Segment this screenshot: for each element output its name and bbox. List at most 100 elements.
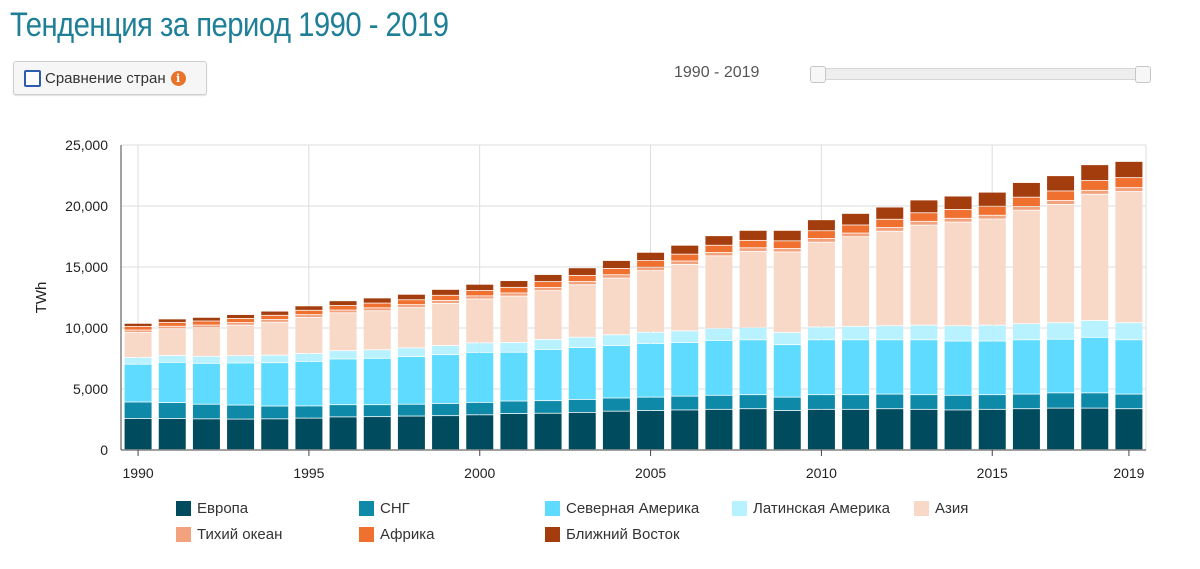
bar-segment-2001-0 xyxy=(500,414,528,450)
bar-segment-2005-6 xyxy=(637,261,665,267)
bar-segment-1993-1 xyxy=(227,405,255,419)
slider-handle-end[interactable] xyxy=(1135,66,1151,83)
bar-segment-2015-5 xyxy=(978,215,1006,219)
bar-segment-2009-1 xyxy=(773,397,801,411)
legend-label: Ближний Восток xyxy=(566,526,680,543)
bar-segment-1992-4 xyxy=(192,328,220,356)
bar-segment-2004-0 xyxy=(602,411,630,450)
bar-segment-2000-1 xyxy=(466,402,494,415)
bar-segment-2013-6 xyxy=(910,213,938,221)
bar-segment-2001-7 xyxy=(500,281,528,287)
bar-segment-2001-4 xyxy=(500,296,528,343)
bar-segment-2012-7 xyxy=(876,207,904,219)
legend-item-2[interactable]: Северная Америка xyxy=(545,500,699,517)
bar-segment-2003-5 xyxy=(568,281,596,285)
bar-segment-2002-6 xyxy=(534,282,562,288)
bar-segment-2002-1 xyxy=(534,401,562,413)
bar-segment-2011-3 xyxy=(842,326,870,340)
bar-segment-2018-6 xyxy=(1081,180,1109,190)
bar-segment-2018-0 xyxy=(1081,408,1109,450)
bar-segment-2006-4 xyxy=(671,264,699,331)
bar-segment-1996-6 xyxy=(329,305,357,310)
bar-segment-2006-6 xyxy=(671,254,699,261)
bar-segment-1994-3 xyxy=(261,355,289,363)
compare-label: Сравнение стран xyxy=(45,69,166,87)
legend-item-1[interactable]: СНГ xyxy=(359,500,410,517)
bar-segment-2016-0 xyxy=(1012,409,1040,450)
bar-segment-1995-1 xyxy=(295,406,323,418)
bar-segment-1994-0 xyxy=(261,419,289,450)
bar-segment-2007-3 xyxy=(705,328,733,341)
bar-segment-1993-5 xyxy=(227,323,255,325)
legend-label: Тихий океан xyxy=(197,526,283,543)
bar-segment-2007-2 xyxy=(705,340,733,395)
bar-segment-2019-3 xyxy=(1115,323,1143,340)
bar-segment-2011-0 xyxy=(842,409,870,450)
bar-segment-1991-6 xyxy=(158,322,186,326)
bar-segment-1998-3 xyxy=(397,348,425,357)
info-icon[interactable]: i xyxy=(170,70,186,86)
bar-segment-2005-0 xyxy=(637,410,665,450)
bar-segment-2012-0 xyxy=(876,409,904,450)
bar-segment-1998-7 xyxy=(397,294,425,300)
bar-segment-2014-0 xyxy=(944,410,972,450)
bar-segment-1999-2 xyxy=(432,355,460,404)
bar-segment-1997-1 xyxy=(363,405,391,417)
slider-handle-start[interactable] xyxy=(810,66,826,83)
legend-item-7[interactable]: Ближний Восток xyxy=(545,526,680,543)
legend-item-4[interactable]: Азия xyxy=(914,500,968,517)
bar-segment-1991-5 xyxy=(158,326,186,329)
bar-segment-2002-5 xyxy=(534,287,562,291)
bar-segment-1996-7 xyxy=(329,301,357,306)
bar-segment-1990-6 xyxy=(124,326,152,330)
bar-segment-2019-4 xyxy=(1115,191,1143,323)
year-range-label: 1990 - 2019 xyxy=(674,64,760,81)
bar-segment-2011-4 xyxy=(842,237,870,326)
bar-segment-2012-4 xyxy=(876,231,904,326)
bar-segment-2014-7 xyxy=(944,196,972,210)
bar-segment-2010-7 xyxy=(807,220,835,231)
legend-item-3[interactable]: Латинская Америка xyxy=(732,500,890,517)
compare-countries-button[interactable]: Сравнение стран i xyxy=(13,61,207,95)
bar-segment-1993-3 xyxy=(227,356,255,363)
bar-segment-2016-2 xyxy=(1012,340,1040,394)
bar-segment-1992-6 xyxy=(192,321,220,325)
bar-segment-2014-3 xyxy=(944,326,972,341)
bar-segment-2014-1 xyxy=(944,395,972,410)
bar-segment-1997-2 xyxy=(363,358,391,405)
x-tick-label: 2015 xyxy=(977,465,1008,481)
bar-segment-2007-6 xyxy=(705,245,733,253)
bar-segment-2004-1 xyxy=(602,398,630,411)
y-tick-label: 0 xyxy=(100,442,108,458)
bar-segment-2002-2 xyxy=(534,349,562,401)
bar-segment-2018-7 xyxy=(1081,165,1109,181)
legend-item-6[interactable]: Африка xyxy=(359,526,434,543)
y-tick-label: 10,000 xyxy=(65,320,108,336)
bar-segment-2016-4 xyxy=(1012,210,1040,324)
bar-segment-2011-5 xyxy=(842,233,870,237)
bar-segment-1998-0 xyxy=(397,416,425,450)
bar-segment-1999-0 xyxy=(432,416,460,450)
legend-item-0[interactable]: Европа xyxy=(176,500,248,517)
bar-segment-2017-2 xyxy=(1047,339,1075,393)
bar-segment-2000-7 xyxy=(466,284,494,291)
bar-segment-2010-6 xyxy=(807,231,835,239)
bar-segment-1994-5 xyxy=(261,319,289,322)
bar-segment-2008-1 xyxy=(739,395,767,409)
bar-segment-2019-5 xyxy=(1115,188,1143,192)
bar-segment-1990-5 xyxy=(124,330,152,333)
compare-checkbox[interactable] xyxy=(24,69,41,87)
bar-segment-1991-2 xyxy=(158,362,186,403)
x-tick-label: 2000 xyxy=(464,465,495,481)
bar-segment-2017-1 xyxy=(1047,393,1075,408)
bar-segment-2005-5 xyxy=(637,267,665,271)
bar-segment-2013-4 xyxy=(910,225,938,325)
bar-segment-2013-0 xyxy=(910,409,938,450)
bar-segment-1995-6 xyxy=(295,310,323,315)
bar-segment-2019-0 xyxy=(1115,409,1143,450)
bar-segment-2019-1 xyxy=(1115,394,1143,409)
bar-segment-2009-2 xyxy=(773,345,801,397)
legend-item-5[interactable]: Тихий океан xyxy=(176,526,282,543)
bar-segment-1994-1 xyxy=(261,406,289,419)
bar-segment-2008-6 xyxy=(739,240,767,248)
